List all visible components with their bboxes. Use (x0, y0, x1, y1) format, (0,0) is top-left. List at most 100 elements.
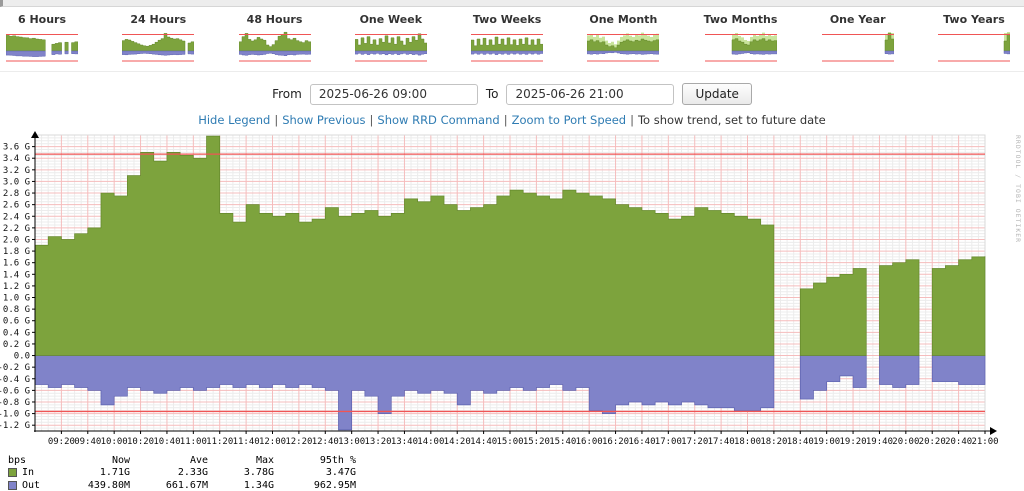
y-axis-tick-label: 0.2 G (3, 340, 30, 350)
traffic-graph[interactable]: 3.6 G 3.4 G 3.2 G 3.0 G 2.8 G 2.6 G 2.4 G 2.2 G… (0, 131, 1024, 451)
y-axis-tick-label: 2.0 G (3, 235, 30, 245)
x-axis-tick-label: 12:20 (285, 437, 312, 447)
x-axis-tick-label: 09:20 (48, 437, 75, 447)
x-axis-tick-label: 10:40 (153, 437, 180, 447)
from-input[interactable] (309, 83, 478, 105)
legend-unit-header: bps (8, 455, 27, 466)
thumbnail-graph (937, 32, 1010, 62)
legend-col-now: Now (111, 455, 130, 466)
update-button[interactable]: Update (682, 83, 752, 105)
x-axis-tick-label: 18:20 (760, 437, 787, 447)
out-series-swatch (8, 481, 17, 490)
x-axis-tick-label: 11:00 (180, 437, 207, 447)
x-axis-tick-label: 12:00 (259, 437, 286, 447)
x-axis-tick-label: 21:00 (971, 437, 998, 447)
y-axis-tick-label: -1.2 G (0, 421, 30, 431)
x-axis-tick-label: 20:00 (892, 437, 919, 447)
x-axis-tick-label: 14:00 (417, 437, 444, 447)
time-range-two-months[interactable]: Two Months (703, 13, 778, 65)
time-range-selector: 6 Hours 24 Hours 48 Hours One Week Two Weeks… (0, 7, 1024, 71)
time-range-label: One Month (589, 13, 658, 26)
x-axis-tick-label: 15:40 (549, 437, 576, 447)
legend-out-ave: 661.67M (165, 480, 208, 491)
x-axis-tick-label: 16:00 (576, 437, 603, 447)
link-show-previous[interactable]: Show Previous (282, 113, 366, 127)
x-axis-tick-label: 17:40 (708, 437, 735, 447)
trend-hint-text: To show trend, set to future date (637, 113, 826, 127)
thumbnail-graph (122, 33, 195, 62)
link-zoom-port-speed[interactable]: Zoom to Port Speed (511, 113, 627, 127)
top-panel-edge (0, 0, 1024, 7)
x-axis-tick-label: 09:40 (74, 437, 101, 447)
time-range-one-week[interactable]: One Week (354, 13, 427, 65)
link-separator: | (503, 113, 508, 127)
legend-col-max: Max (255, 455, 274, 466)
time-range-two-weeks[interactable]: Two Weeks (471, 13, 544, 65)
x-axis-tick-label: 14:20 (444, 437, 471, 447)
in-series-swatch (8, 467, 17, 477)
time-range-label: Two Months (703, 13, 778, 26)
y-axis-tick-label: 2.2 G (3, 224, 30, 234)
x-axis-tick-label: 11:20 (206, 437, 233, 447)
y-axis-tick-label: 0.4 G (3, 328, 30, 338)
x-axis-tick-label: 18:40 (787, 437, 814, 447)
link-hide-legend[interactable]: Hide Legend (198, 113, 271, 127)
thumbnail-graph (238, 31, 311, 62)
x-axis-tick-label: 18:00 (734, 437, 761, 447)
time-range-label: Two Weeks (472, 13, 542, 26)
graph-legend: bps Now Ave Max 95th % In 1.71G 2.33G 3.… (0, 451, 1024, 491)
time-range-48-hours[interactable]: 48 Hours (238, 13, 311, 65)
x-axis-tick-label: 14:40 (470, 437, 497, 447)
x-axis-tick-label: 15:00 (496, 437, 523, 447)
y-axis-tick-label: -0.6 G (0, 386, 30, 396)
legend-col-95th: 95th % (319, 455, 356, 466)
x-axis-tick-label: 17:20 (681, 437, 708, 447)
y-axis-tick-label: 1.6 G (3, 259, 30, 269)
x-axis-tick-label: 20:40 (945, 437, 972, 447)
x-axis-tick-label: 10:00 (101, 437, 128, 447)
x-axis-tick-label: 11:40 (233, 437, 260, 447)
x-axis-tick-label: 13:20 (365, 437, 392, 447)
rrdtool-watermark: RRDTOOL / TOBI OETIKER (1014, 135, 1022, 244)
time-range-6-hours[interactable]: 6 Hours (6, 13, 78, 65)
thumbnail-graph (821, 32, 894, 62)
legend-in-ave: 2.33G (177, 466, 208, 478)
time-range-label: 24 Hours (130, 13, 187, 26)
thumbnail-graph (471, 34, 544, 62)
traffic-graph-canvas[interactable]: 3.6 G3.4 G 3.2 G3.0 G 2.8 G 2.6 G2.4 G 2.2 G… (0, 131, 1010, 449)
time-range-one-year[interactable]: One Year (821, 13, 894, 65)
y-axis-tick-label: -0.4 G (0, 375, 30, 385)
time-range-two-years[interactable]: Two Years (937, 13, 1010, 65)
x-axis-tick-label: 20:20 (919, 437, 946, 447)
legend-out-now: 439.80M (87, 480, 130, 491)
legend-out-label: Out (22, 480, 41, 491)
time-range-label: 48 Hours (246, 13, 303, 26)
time-range-form: From To Update (0, 80, 1024, 108)
y-axis-tick-label: 0.6 G (3, 317, 30, 327)
time-range-label: Two Years (943, 13, 1005, 26)
y-axis-tick-label: 1.2 G (3, 282, 30, 292)
link-show-rrd-command[interactable]: Show RRD Command (377, 113, 500, 127)
legend-col-ave: Ave (189, 455, 208, 466)
y-axis-tick-label: -0.8 G (0, 398, 30, 408)
time-range-label: One Year (829, 13, 886, 26)
y-axis-tick-label: 1.0 G (3, 294, 30, 304)
y-axis-tick-label: 3.0 G (3, 177, 30, 187)
thumbnail-graph (354, 33, 427, 62)
legend-in-95th: 3.47G (325, 466, 356, 478)
thumbnail-graph (704, 32, 777, 62)
legend-out-max: 1.34G (243, 480, 274, 491)
time-range-label: One Week (359, 13, 423, 26)
from-label: From (272, 87, 302, 101)
y-axis-tick-label: 3.2 G (3, 166, 30, 176)
y-axis-tick-label: 3.6 G (3, 143, 30, 153)
x-axis-tick-label: 19:00 (813, 437, 840, 447)
time-range-one-month[interactable]: One Month (587, 13, 660, 65)
time-range-24-hours[interactable]: 24 Hours (122, 13, 195, 65)
thumbnail-graph (6, 34, 78, 62)
link-separator: | (369, 113, 374, 127)
x-axis-tick-label: 16:40 (628, 437, 655, 447)
link-separator: | (630, 113, 634, 127)
x-axis-tick-label: 19:20 (840, 437, 867, 447)
to-input[interactable] (506, 83, 675, 105)
